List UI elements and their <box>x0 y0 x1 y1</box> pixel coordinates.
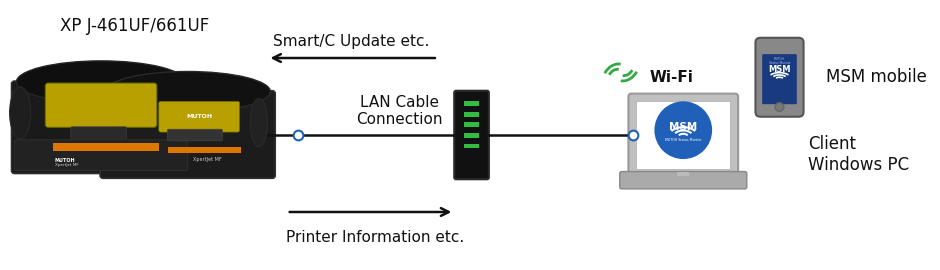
Text: Smart/C Update etc.: Smart/C Update etc. <box>274 34 430 49</box>
FancyBboxPatch shape <box>629 94 738 176</box>
Bar <box>463 123 479 127</box>
Ellipse shape <box>105 72 271 112</box>
Text: LAN Cable
Connection: LAN Cable Connection <box>356 95 443 127</box>
Text: XP J-461UF/661UF: XP J-461UF/661UF <box>60 17 210 35</box>
Ellipse shape <box>9 87 31 139</box>
Ellipse shape <box>250 99 268 147</box>
Text: Wi-Fi: Wi-Fi <box>650 70 694 85</box>
Bar <box>678 171 689 176</box>
Bar <box>463 144 479 149</box>
Bar <box>463 133 479 138</box>
Ellipse shape <box>100 99 118 147</box>
FancyBboxPatch shape <box>11 81 191 174</box>
Bar <box>53 143 159 151</box>
FancyBboxPatch shape <box>14 140 188 171</box>
Text: MUTOH Status Monitor: MUTOH Status Monitor <box>665 138 701 142</box>
Text: XpertJet MF: XpertJet MF <box>193 157 221 161</box>
FancyBboxPatch shape <box>100 91 275 178</box>
FancyBboxPatch shape <box>45 83 157 127</box>
Text: MSM: MSM <box>669 122 697 132</box>
Text: MUTOH
Status Monitor: MUTOH Status Monitor <box>769 57 791 65</box>
FancyBboxPatch shape <box>70 127 127 141</box>
Bar <box>463 112 479 117</box>
Text: MSM: MSM <box>768 65 791 74</box>
Bar <box>463 101 479 106</box>
Text: MUTOH: MUTOH <box>55 158 75 163</box>
Text: XpertJet MF: XpertJet MF <box>55 163 79 167</box>
Circle shape <box>654 101 713 159</box>
Circle shape <box>776 103 784 112</box>
Bar <box>636 101 730 169</box>
Text: Client
Windows PC: Client Windows PC <box>808 135 910 174</box>
Ellipse shape <box>16 61 186 103</box>
Ellipse shape <box>164 87 185 139</box>
FancyBboxPatch shape <box>619 171 746 189</box>
FancyBboxPatch shape <box>454 91 489 179</box>
FancyBboxPatch shape <box>167 129 222 141</box>
Text: MUTOH: MUTOH <box>186 114 212 119</box>
Text: MSM mobile: MSM mobile <box>825 68 927 86</box>
FancyBboxPatch shape <box>762 54 797 104</box>
Bar <box>168 147 241 153</box>
Text: Printer Information etc.: Printer Information etc. <box>286 231 464 245</box>
FancyBboxPatch shape <box>159 101 240 132</box>
FancyBboxPatch shape <box>756 38 804 117</box>
